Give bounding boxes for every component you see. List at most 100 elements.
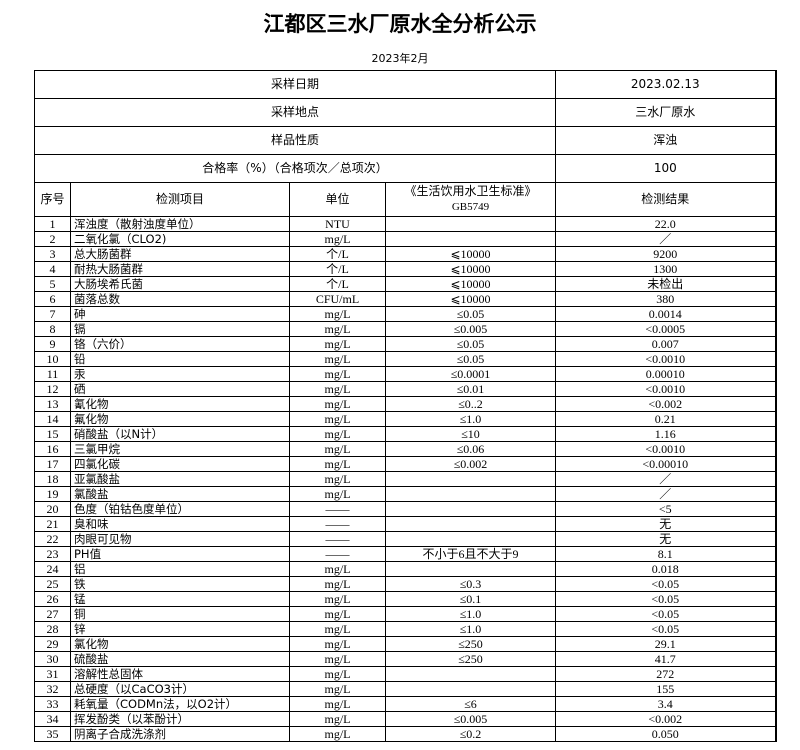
cell-unit: mg/L [289, 636, 386, 652]
table-row: 18 亚氯酸盐 mg/L ／ [34, 471, 777, 487]
cell-seq: 8 [34, 321, 71, 337]
cell-item: 色度（铂钴色度单位） [70, 501, 290, 517]
table-row: 26 锰 mg/L ≤0.1 <0.05 [34, 591, 777, 607]
cell-unit: mg/L [289, 486, 386, 502]
cell-item: 浑浊度（散射浊度单位） [70, 216, 290, 232]
meta-label: 采样日期 [33, 70, 557, 99]
header-unit: 单位 [289, 182, 386, 217]
cell-result: 272 [555, 666, 777, 682]
cell-seq: 18 [34, 471, 71, 487]
cell-standard [384, 681, 557, 697]
cell-unit: 个/L [289, 276, 386, 292]
meta-value: 2023.02.13 [555, 70, 777, 99]
table-row: 21 臭和味 —— 无 [34, 516, 777, 532]
table-row: 35 阴离子合成洗涤剂 mg/L ≤0.2 0.050 [34, 726, 777, 742]
cell-item: 铁 [70, 576, 290, 592]
cell-unit: mg/L [289, 396, 386, 412]
table-row: 20 色度（铂钴色度单位） —— <5 [34, 501, 777, 517]
cell-result: <0.0010 [555, 351, 777, 367]
cell-item: 肉眼可见物 [70, 531, 290, 547]
table-row: 8 镉 mg/L ≤0.005 <0.0005 [34, 321, 777, 337]
cell-seq: 31 [34, 666, 71, 682]
table-row: 5 大肠埃希氏菌 个/L ⩽10000 未检出 [34, 276, 777, 292]
cell-standard [384, 666, 557, 682]
table-row: 15 硝酸盐（以N计） mg/L ≤10 1.16 [34, 426, 777, 442]
cell-item: 亚氯酸盐 [70, 471, 290, 487]
cell-seq: 15 [34, 426, 71, 442]
cell-unit: —— [289, 546, 386, 562]
cell-unit: mg/L [289, 591, 386, 607]
cell-unit: —— [289, 501, 386, 517]
cell-standard: ≤0.002 [384, 456, 557, 472]
cell-result: 155 [555, 681, 777, 697]
table-row: 11 汞 mg/L ≤0.0001 0.00010 [34, 366, 777, 382]
cell-result: 0.050 [555, 726, 777, 742]
page-title: 江都区三水厂原水全分析公示 [263, 12, 537, 36]
cell-seq: 26 [34, 591, 71, 607]
cell-seq: 28 [34, 621, 71, 637]
cell-seq: 23 [34, 546, 71, 562]
cell-unit: NTU [289, 216, 386, 232]
meta-label: 合格率（%）（合格项次／总项次） [33, 154, 557, 183]
cell-standard: ≤10 [384, 426, 557, 442]
meta-row: 合格率（%）（合格项次／总项次） 100 [33, 154, 777, 183]
cell-standard: ≤0.05 [384, 336, 557, 352]
cell-seq: 29 [34, 636, 71, 652]
cell-unit: mg/L [289, 651, 386, 667]
cell-item: 锌 [70, 621, 290, 637]
cell-seq: 9 [34, 336, 71, 352]
header-standard: 《生活饮用水卫生标准》 GB5749 [384, 182, 557, 217]
cell-standard: ⩽10000 [384, 261, 557, 277]
cell-standard [384, 216, 557, 232]
cell-item: 铬（六价） [70, 336, 290, 352]
cell-unit: 个/L [289, 246, 386, 262]
cell-standard: 不小于6且不大于9 [384, 546, 557, 562]
cell-seq: 22 [34, 531, 71, 547]
table-row: 14 氟化物 mg/L ≤1.0 0.21 [34, 411, 777, 427]
cell-unit: 个/L [289, 261, 386, 277]
table-row: 25 铁 mg/L ≤0.3 <0.05 [34, 576, 777, 592]
cell-item: 氯化物 [70, 636, 290, 652]
cell-seq: 19 [34, 486, 71, 502]
cell-item: 汞 [70, 366, 290, 382]
cell-standard: ≤250 [384, 651, 557, 667]
cell-standard: ≤0.2 [384, 726, 557, 742]
cell-result: 29.1 [555, 636, 777, 652]
cell-item: 溶解性总固体 [70, 666, 290, 682]
cell-standard [384, 471, 557, 487]
cell-seq: 20 [34, 501, 71, 517]
cell-item: 耐热大肠菌群 [70, 261, 290, 277]
table-row: 2 二氧化氯（CLO2) mg/L ／ [34, 231, 777, 247]
meta-value: 浑浊 [555, 126, 777, 155]
cell-unit: mg/L [289, 666, 386, 682]
cell-item: 总大肠菌群 [70, 246, 290, 262]
cell-result: 0.0014 [555, 306, 777, 322]
cell-unit: mg/L [289, 411, 386, 427]
cell-seq: 21 [34, 516, 71, 532]
cell-unit: mg/L [289, 606, 386, 622]
meta-row: 采样地点 三水厂原水 [33, 98, 777, 127]
table-row: 19 氯酸盐 mg/L ／ [34, 486, 777, 502]
cell-standard: ≤0.005 [384, 321, 557, 337]
cell-standard: ≤0.01 [384, 381, 557, 397]
table-row: 34 挥发酚类（以苯酚计） mg/L ≤0.005 <0.002 [34, 711, 777, 727]
cell-unit: —— [289, 531, 386, 547]
meta-row: 采样日期 2023.02.13 [33, 70, 777, 99]
cell-seq: 30 [34, 651, 71, 667]
cell-unit: mg/L [289, 426, 386, 442]
cell-standard: ≤1.0 [384, 606, 557, 622]
table-row: 10 铅 mg/L ≤0.05 <0.0010 [34, 351, 777, 367]
header-standard-code: GB5749 [451, 201, 490, 213]
cell-unit: mg/L [289, 621, 386, 637]
cell-result: ／ [555, 471, 777, 487]
cell-seq: 34 [34, 711, 71, 727]
cell-standard [384, 486, 557, 502]
column-header-row: 序号 检测项目 单位 《生活饮用水卫生标准》 GB5749 检测结果 [34, 182, 777, 217]
cell-standard: ≤0.005 [384, 711, 557, 727]
header-item: 检测项目 [70, 182, 290, 217]
cell-standard [384, 231, 557, 247]
cell-standard: ≤6 [384, 696, 557, 712]
table-row: 27 铜 mg/L ≤1.0 <0.05 [34, 606, 777, 622]
cell-item: 氯酸盐 [70, 486, 290, 502]
header-standard-name: 《生活饮用水卫生标准》 [404, 184, 537, 198]
